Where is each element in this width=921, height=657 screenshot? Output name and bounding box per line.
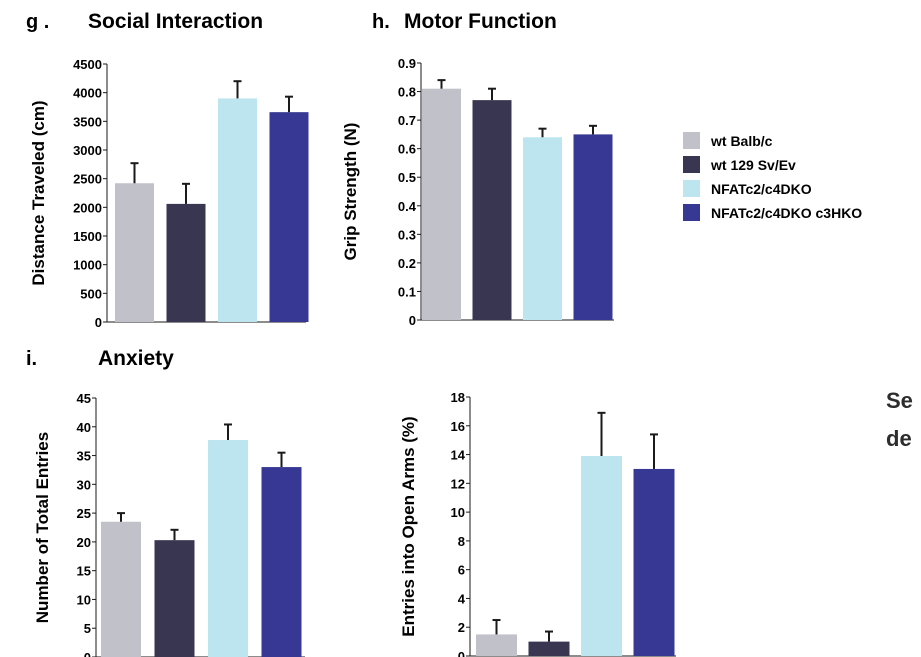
y-axis-label: Entries into Open Arms (%) (399, 416, 418, 636)
y-tick-label: 10 (451, 505, 465, 520)
y-tick-label: 4000 (73, 86, 102, 101)
y-tick-label: 8 (458, 534, 465, 549)
bar (523, 137, 562, 320)
bar (472, 100, 512, 320)
bar (115, 183, 154, 322)
panel-letter: g . (26, 11, 49, 33)
legend-label: wt 129 Sv/Ev (710, 157, 796, 173)
y-tick-label: 500 (80, 286, 102, 301)
y-tick-label: 0.3 (398, 227, 416, 242)
bar (573, 134, 613, 320)
y-tick-label: 0 (458, 649, 465, 657)
legend-swatch (683, 132, 700, 149)
legend-label: NFATc2/c4DKO (711, 181, 812, 197)
chart-panel-anxiety_total: i. Anxiety Number of Total Entries 0 5 10 15 20… (26, 347, 305, 657)
y-tick-label: 2500 (73, 172, 102, 187)
y-tick-label: 14 (451, 448, 466, 463)
y-tick-label: 0.7 (398, 113, 416, 128)
y-tick-label: 10 (77, 592, 91, 607)
chart-title: Social Interaction (88, 10, 263, 33)
y-tick-label: 3500 (73, 114, 102, 129)
side-text-line2: de (886, 426, 912, 451)
chart-panel-anxiety_open: Entries into Open Arms (%) 0 2 4 6 8 10 12 14 16 1… (399, 390, 676, 657)
y-tick-label: 18 (451, 390, 465, 405)
y-tick-label: 16 (451, 419, 465, 434)
chart-title: Anxiety (98, 347, 174, 370)
y-tick-label: 12 (451, 476, 465, 491)
bar (154, 540, 195, 657)
legend-swatch (683, 156, 700, 173)
y-tick-label: 3000 (73, 143, 102, 158)
y-tick-label: 0.8 (398, 85, 416, 100)
y-tick-label: 25 (77, 506, 91, 521)
chart-title: Motor Function (404, 10, 557, 33)
legend-label: wt Balb/c (710, 133, 773, 149)
legend-swatch (683, 204, 700, 221)
y-tick-label: 1500 (73, 229, 102, 244)
y-tick-label: 2000 (73, 200, 102, 215)
bar (101, 521, 141, 657)
y-tick-label: 4 (458, 591, 466, 606)
y-tick-label: 0 (95, 315, 102, 330)
bar (269, 112, 309, 322)
y-tick-label: 4500 (73, 57, 102, 72)
y-tick-label: 30 (77, 477, 91, 492)
y-axis-label: Distance Traveled (cm) (29, 100, 48, 285)
y-tick-label: 40 (77, 420, 91, 435)
legend-label: NFATc2/c4DKO c3HKO (711, 205, 862, 221)
y-tick-label: 0 (84, 650, 91, 657)
bar (218, 98, 257, 323)
bar (166, 203, 206, 322)
y-tick-label: 45 (77, 391, 91, 406)
y-tick-label: 20 (77, 535, 91, 550)
bar (422, 88, 461, 320)
panel-letter: h. (372, 11, 390, 33)
y-tick-label: 0.1 (398, 284, 416, 299)
bar (208, 440, 248, 657)
y-tick-label: 35 (77, 449, 91, 464)
bar (633, 468, 675, 656)
side-text-line1: Se (886, 388, 913, 413)
y-tick-label: 2 (458, 620, 465, 635)
y-tick-label: 5 (84, 621, 91, 636)
bar (261, 467, 302, 657)
y-axis-label: Number of Total Entries (33, 432, 52, 623)
y-tick-label: 0 (409, 313, 416, 328)
bar (528, 641, 570, 656)
y-axis-label: Grip Strength (N) (341, 123, 360, 261)
y-tick-label: 1000 (73, 258, 102, 273)
y-tick-label: 0.4 (398, 199, 417, 214)
bar (476, 634, 517, 656)
y-tick-label: 0.2 (398, 256, 416, 271)
legend: wt Balb/c wt 129 Sv/Ev NFATc2/c4DKO NFATc2/… (683, 132, 862, 221)
chart-panel-motor: h. Motor Function Grip Strength (N) 0 0.1 0.2… (341, 10, 614, 328)
bar (581, 455, 622, 656)
y-tick-label: 15 (77, 564, 91, 579)
chart-panel-social: g . Social Interaction Distance Traveled (… (26, 10, 309, 330)
panel-letter: i. (26, 348, 37, 370)
y-tick-label: 0.5 (398, 170, 416, 185)
y-tick-label: 6 (458, 563, 465, 578)
legend-swatch (683, 180, 700, 197)
y-tick-label: 0.9 (398, 56, 416, 71)
y-tick-label: 0.6 (398, 142, 416, 157)
